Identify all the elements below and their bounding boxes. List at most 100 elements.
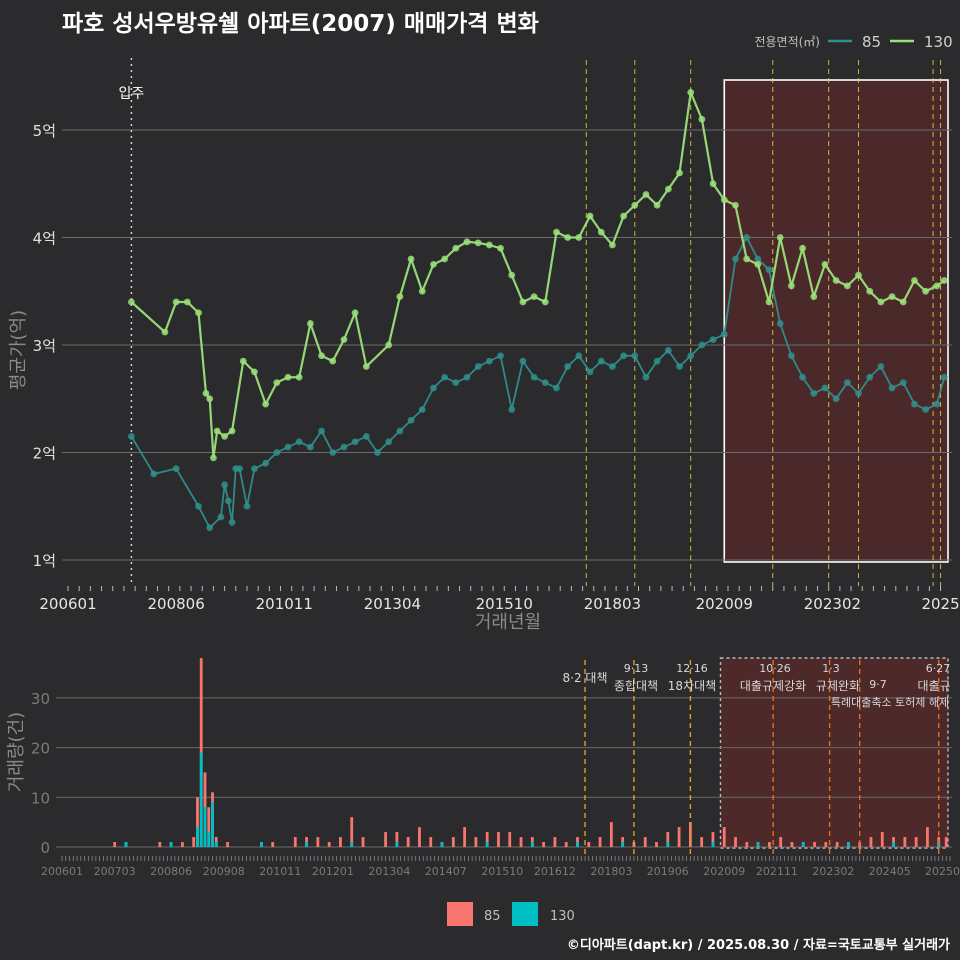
data-point-85 <box>866 373 874 381</box>
x-tick-label: 200703 <box>94 865 136 878</box>
data-point-85 <box>284 443 292 451</box>
data-point-85 <box>687 352 695 360</box>
x-tick-label: 201510 <box>476 595 533 613</box>
data-point-85 <box>899 379 907 387</box>
bar-85 <box>474 837 478 847</box>
bar-130 <box>711 842 715 847</box>
data-point-85 <box>407 416 415 424</box>
bar-85 <box>835 842 839 847</box>
data-point-85 <box>340 443 348 451</box>
bar-85 <box>666 832 670 847</box>
bar-85 <box>192 837 196 847</box>
x-tick-label: 200806 <box>150 865 192 878</box>
data-point-85 <box>463 373 471 381</box>
legend-title: 전용면적(㎡) <box>754 35 820 49</box>
x-tick-label: 201011 <box>256 595 313 613</box>
bar-85 <box>463 827 467 847</box>
data-point-85 <box>396 427 404 435</box>
bar-85 <box>395 832 399 847</box>
bar-85 <box>553 837 557 847</box>
data-point-130 <box>843 282 851 290</box>
policy-label: 대출규제강화 <box>740 679 806 693</box>
x-tick-label: 201201 <box>312 865 354 878</box>
data-point-130 <box>441 255 449 263</box>
data-point-130 <box>351 309 359 317</box>
data-point-130 <box>541 298 549 306</box>
x-tick-label: 200601 <box>39 595 96 613</box>
data-point-130 <box>418 287 426 295</box>
bar-85 <box>497 832 500 847</box>
bar-85 <box>350 817 354 847</box>
data-point-85 <box>127 432 135 440</box>
data-point-130 <box>698 115 706 123</box>
y-axis-title: 거래량(건) <box>6 712 27 792</box>
x-tick-label: 200806 <box>148 595 205 613</box>
bar-85 <box>271 842 275 847</box>
x-tick-label: 201304 <box>368 865 410 878</box>
data-point-85 <box>273 449 281 456</box>
legend-label-85: 85 <box>484 909 501 924</box>
bar-130 <box>440 842 444 847</box>
data-point-85 <box>374 449 381 456</box>
data-point-130 <box>396 293 404 301</box>
data-point-130 <box>362 363 370 370</box>
y-tick-label: 0 <box>40 839 50 857</box>
data-point-130 <box>553 228 560 236</box>
legend-label-130: 130 <box>550 909 575 924</box>
data-point-130 <box>609 241 616 249</box>
data-point-130 <box>273 379 281 387</box>
x-tick-label: 202302 <box>804 595 861 613</box>
data-point-85 <box>530 373 538 381</box>
data-point-130 <box>183 298 191 306</box>
data-point-85 <box>933 400 941 408</box>
bar-85 <box>869 837 873 847</box>
bar-130 <box>576 842 579 847</box>
bar-85 <box>587 842 591 847</box>
policy-label: 규제완화 <box>816 679 860 693</box>
legend-label-85: 85 <box>862 33 881 51</box>
bar-85 <box>406 837 410 847</box>
bar-85 <box>181 842 184 847</box>
data-point-130 <box>709 180 717 188</box>
data-point-130 <box>765 298 773 306</box>
bar-85 <box>824 842 828 847</box>
x-tick-label: 201906 <box>647 865 689 878</box>
bar-85 <box>451 837 455 847</box>
data-point-85 <box>765 266 773 274</box>
data-point-130 <box>221 432 229 440</box>
bar-85 <box>790 842 794 847</box>
bar-130 <box>395 842 399 847</box>
bar-130 <box>621 842 625 847</box>
data-point-130 <box>251 368 258 376</box>
bar-85 <box>598 837 602 847</box>
data-point-85 <box>799 373 806 381</box>
y-tick-label: 10 <box>31 789 50 807</box>
x-tick-label: 201011 <box>259 865 301 878</box>
data-point-130 <box>631 201 639 209</box>
data-point-130 <box>195 309 202 317</box>
data-point-85 <box>228 518 236 526</box>
bar-85 <box>813 842 816 847</box>
legend-swatch-85 <box>447 902 473 926</box>
data-point-130 <box>262 400 270 408</box>
legend-label-130: 130 <box>924 33 953 51</box>
bar-85 <box>643 837 647 847</box>
y-tick-label: 4억 <box>33 230 56 248</box>
bar-85 <box>745 842 749 847</box>
x-tick-label: 202405 <box>869 865 911 878</box>
data-point-85 <box>564 363 572 370</box>
data-point-85 <box>709 336 717 344</box>
data-point-85 <box>430 384 437 392</box>
data-point-130 <box>239 357 247 365</box>
y-tick-label: 5억 <box>33 122 56 140</box>
y-tick-label: 30 <box>31 690 50 708</box>
data-point-85 <box>236 465 243 473</box>
bar-85 <box>293 837 297 847</box>
data-point-85 <box>776 320 784 327</box>
policy-date: 6·27 <box>926 662 951 675</box>
bar-130 <box>305 842 308 847</box>
bar-85 <box>767 842 771 847</box>
data-point-85 <box>843 379 851 387</box>
bar-130 <box>756 842 760 847</box>
